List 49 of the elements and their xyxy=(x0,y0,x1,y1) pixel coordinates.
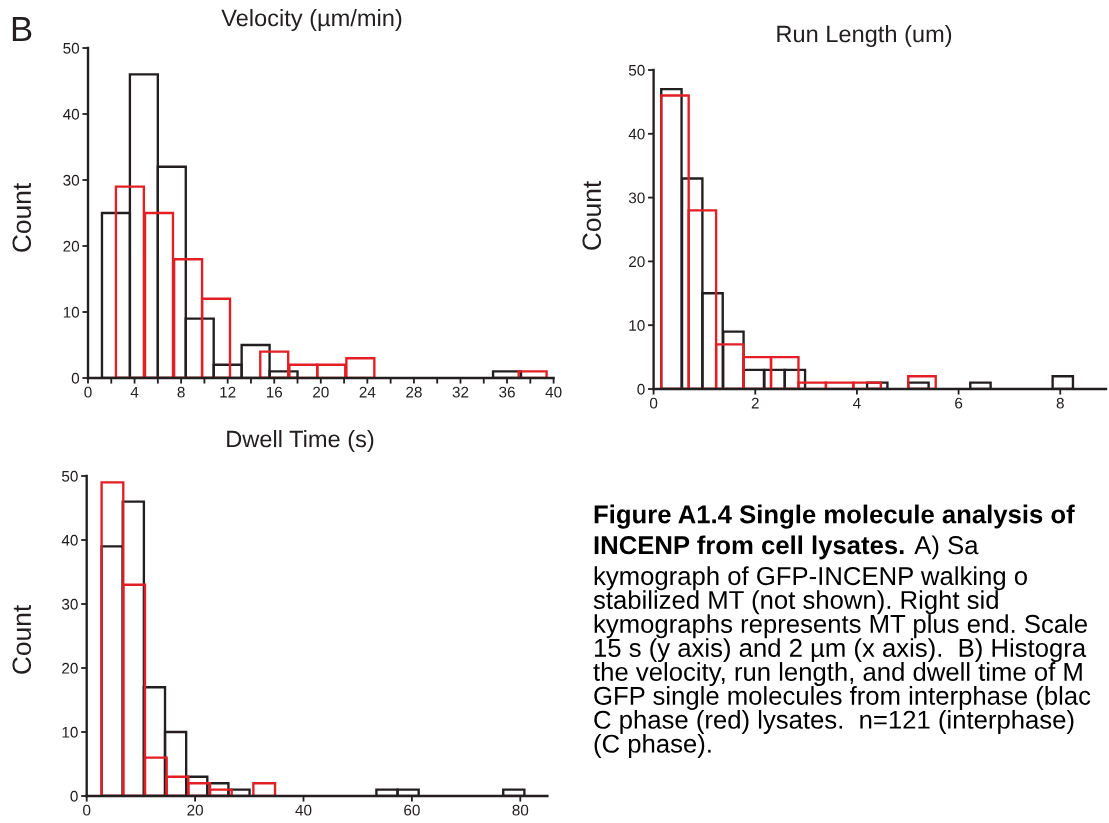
y-axis-title: Count xyxy=(12,182,32,252)
x-tick-label: 4 xyxy=(130,386,139,398)
x-tick-label: 40 xyxy=(545,386,562,398)
x-tick-label: 60 xyxy=(404,804,420,816)
x-tick-label: 20 xyxy=(187,804,203,816)
x-tick-label: 20 xyxy=(313,386,329,398)
y-tick-label: 0 xyxy=(70,790,78,802)
x-tick-label: 28 xyxy=(406,386,422,398)
y-tick-label: 20 xyxy=(62,662,78,674)
y-tick-label: 30 xyxy=(628,192,645,204)
y-tick-label: 40 xyxy=(63,108,80,120)
y-tick-label: 50 xyxy=(628,64,645,76)
x-tick-label: 2 xyxy=(751,397,759,409)
x-tick-label: 8 xyxy=(177,386,185,398)
chart-title: Dwell Time (s) xyxy=(227,429,374,452)
x-tick-label: 32 xyxy=(452,386,469,398)
x-tick-label: 0 xyxy=(84,386,92,398)
x-tick-label: 0 xyxy=(649,397,658,409)
x-tick-label: 4 xyxy=(853,397,861,409)
text: A) Sa xyxy=(914,535,979,560)
y-tick-label: 30 xyxy=(61,598,78,610)
y-axis-title: Count xyxy=(12,604,32,674)
x-tick-label: 40 xyxy=(295,804,312,816)
y-tick-label: 30 xyxy=(63,174,80,186)
x-tick-label: 8 xyxy=(1056,397,1064,409)
y-tick-label: 10 xyxy=(63,306,80,318)
y-tick-label: 50 xyxy=(63,42,80,54)
y-tick-label: 10 xyxy=(629,320,645,331)
chart-title: Velocity (µm/min) xyxy=(221,9,402,31)
x-tick-label: 80 xyxy=(512,804,529,816)
y-tick-label: 40 xyxy=(61,534,78,546)
x-tick-label: 16 xyxy=(266,386,283,398)
y-tick-label: 40 xyxy=(628,128,645,140)
chart-title: Run Length (um) xyxy=(777,25,952,47)
x-tick-label: 0 xyxy=(83,804,91,816)
text: kymograph of GFP-INCENP walking o stabilized MT (not shown). Right sid kymographs represents MT plus end. Scale 15 s (y axis) and 2 µm (x axis). B) Histogra the velocity, run length, and dwell time of M GFP single molecules from interphase (blac C phase (red) lysates. n=121 (interphase) (C phase). xyxy=(593,566,1091,758)
y-tick-label: 20 xyxy=(629,256,645,268)
text: B xyxy=(12,17,32,41)
text: INCENP from cell lysates. xyxy=(594,535,904,560)
y-axis-title: Count xyxy=(582,180,602,250)
y-tick-label: 20 xyxy=(63,240,80,252)
y-tick-label: 50 xyxy=(61,470,78,482)
x-tick-label: 6 xyxy=(955,397,963,409)
x-tick-label: 36 xyxy=(499,386,515,398)
y-tick-label: 0 xyxy=(71,372,80,384)
y-tick-label: 10 xyxy=(62,726,78,738)
caption: Figure A1.4 Single molecule analysis of xyxy=(594,504,1075,529)
x-tick-label: 12 xyxy=(220,386,236,398)
x-tick-label: 24 xyxy=(359,386,376,398)
